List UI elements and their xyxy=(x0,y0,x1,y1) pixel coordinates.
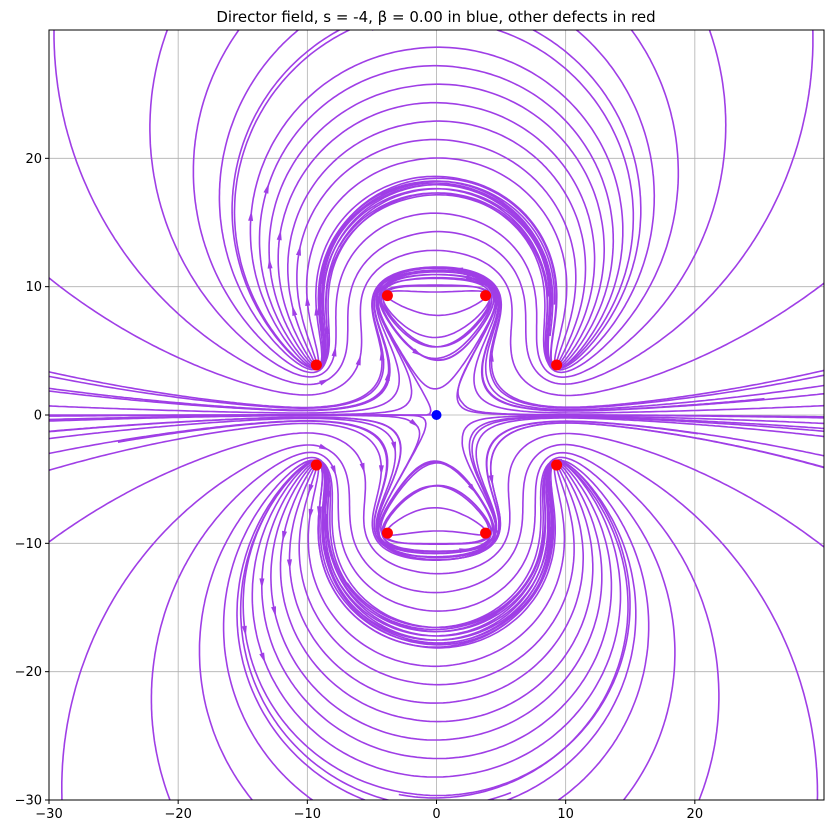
other-defect-marker xyxy=(480,290,492,302)
streamline xyxy=(49,415,824,561)
x-tick-label: 20 xyxy=(687,807,704,822)
streamline-arrow xyxy=(308,484,314,495)
streamline-arrow xyxy=(267,258,273,269)
other-defect-marker xyxy=(310,359,322,371)
streamline xyxy=(49,273,824,414)
other-defect-marker xyxy=(480,527,492,539)
streamline-arrow xyxy=(276,229,282,241)
streamline-arrow xyxy=(319,378,330,386)
streamline-arrow xyxy=(326,490,331,501)
streamline xyxy=(49,414,824,561)
streamline-arrow xyxy=(248,210,254,221)
streamline xyxy=(49,414,824,561)
streamline-arrow xyxy=(286,559,292,570)
streamline-arrow xyxy=(296,245,301,256)
x-tick-label: 10 xyxy=(557,807,574,822)
streamline xyxy=(49,420,824,559)
streamline-arrow xyxy=(282,530,287,542)
streamline xyxy=(149,30,727,379)
streamline xyxy=(49,276,824,421)
x-tick-label: 0 xyxy=(432,807,440,822)
streamline xyxy=(49,249,824,397)
streamline xyxy=(165,270,765,412)
streamline-arrow xyxy=(359,462,365,474)
streamline xyxy=(49,417,824,555)
streamline-arrow xyxy=(305,295,311,306)
streamline-arrow xyxy=(412,348,423,356)
x-tick-label: −20 xyxy=(164,807,191,822)
axis-ticks: −30 −20 −10 0 10 20 −30 −20 −10 0 10 20 xyxy=(15,152,704,822)
streamline-arrow xyxy=(331,345,337,357)
streamline xyxy=(261,461,613,760)
streamline xyxy=(49,415,824,553)
y-tick-label: 20 xyxy=(25,152,42,167)
streamline xyxy=(242,459,631,797)
streamline-arrow xyxy=(259,652,266,664)
y-tick-label: −30 xyxy=(15,794,42,809)
streamline-arrow xyxy=(409,418,419,428)
streamline-arrow xyxy=(317,506,322,517)
streamlines xyxy=(49,30,824,800)
streamline xyxy=(49,267,824,409)
streamline-arrow xyxy=(318,443,330,451)
streamline xyxy=(249,46,624,370)
streamline-arrow xyxy=(308,508,314,520)
streamline-arrow xyxy=(263,183,269,194)
y-tick-label: 0 xyxy=(34,409,42,424)
streamline-arrow xyxy=(391,441,396,453)
other-defect-marker xyxy=(381,290,393,302)
other-defect-marker xyxy=(551,459,563,471)
streamline xyxy=(198,456,676,800)
other-defect-marker xyxy=(551,359,563,371)
streamline xyxy=(222,459,650,800)
streamline xyxy=(192,30,680,374)
streamline xyxy=(279,458,594,723)
streamline xyxy=(258,64,615,369)
streamline xyxy=(270,461,603,741)
streamline xyxy=(231,30,642,370)
streamline-arrow xyxy=(330,465,337,476)
y-tick-label: −20 xyxy=(15,665,42,680)
x-tick-label: −30 xyxy=(35,807,62,822)
streamline-arrow xyxy=(384,370,390,381)
streamline xyxy=(233,30,635,369)
streamline xyxy=(218,30,656,371)
streamline xyxy=(61,443,819,800)
streamline xyxy=(150,451,720,800)
other-defect-marker xyxy=(381,527,393,539)
streamline xyxy=(49,269,824,411)
defect-markers xyxy=(310,290,563,539)
y-tick-label: −10 xyxy=(15,537,42,552)
x-tick-label: −10 xyxy=(294,807,321,822)
streamline-arrow xyxy=(355,354,361,366)
streamline-arrow xyxy=(378,465,384,476)
other-defect-marker xyxy=(310,459,322,471)
streamline-arrow xyxy=(292,305,298,316)
central-defect-marker xyxy=(431,410,442,420)
streamline xyxy=(236,460,637,800)
streamline-arrow xyxy=(259,578,265,589)
streamline xyxy=(53,30,814,386)
y-tick-label: 10 xyxy=(25,280,42,295)
streamline xyxy=(49,432,824,575)
streamline-arrow xyxy=(465,274,477,280)
streamline xyxy=(239,461,629,800)
streamline-arrow xyxy=(241,625,247,637)
chart-title: Director field, s = -4, β = 0.00 in blue… xyxy=(216,8,655,26)
streamline-arrow xyxy=(271,606,276,617)
